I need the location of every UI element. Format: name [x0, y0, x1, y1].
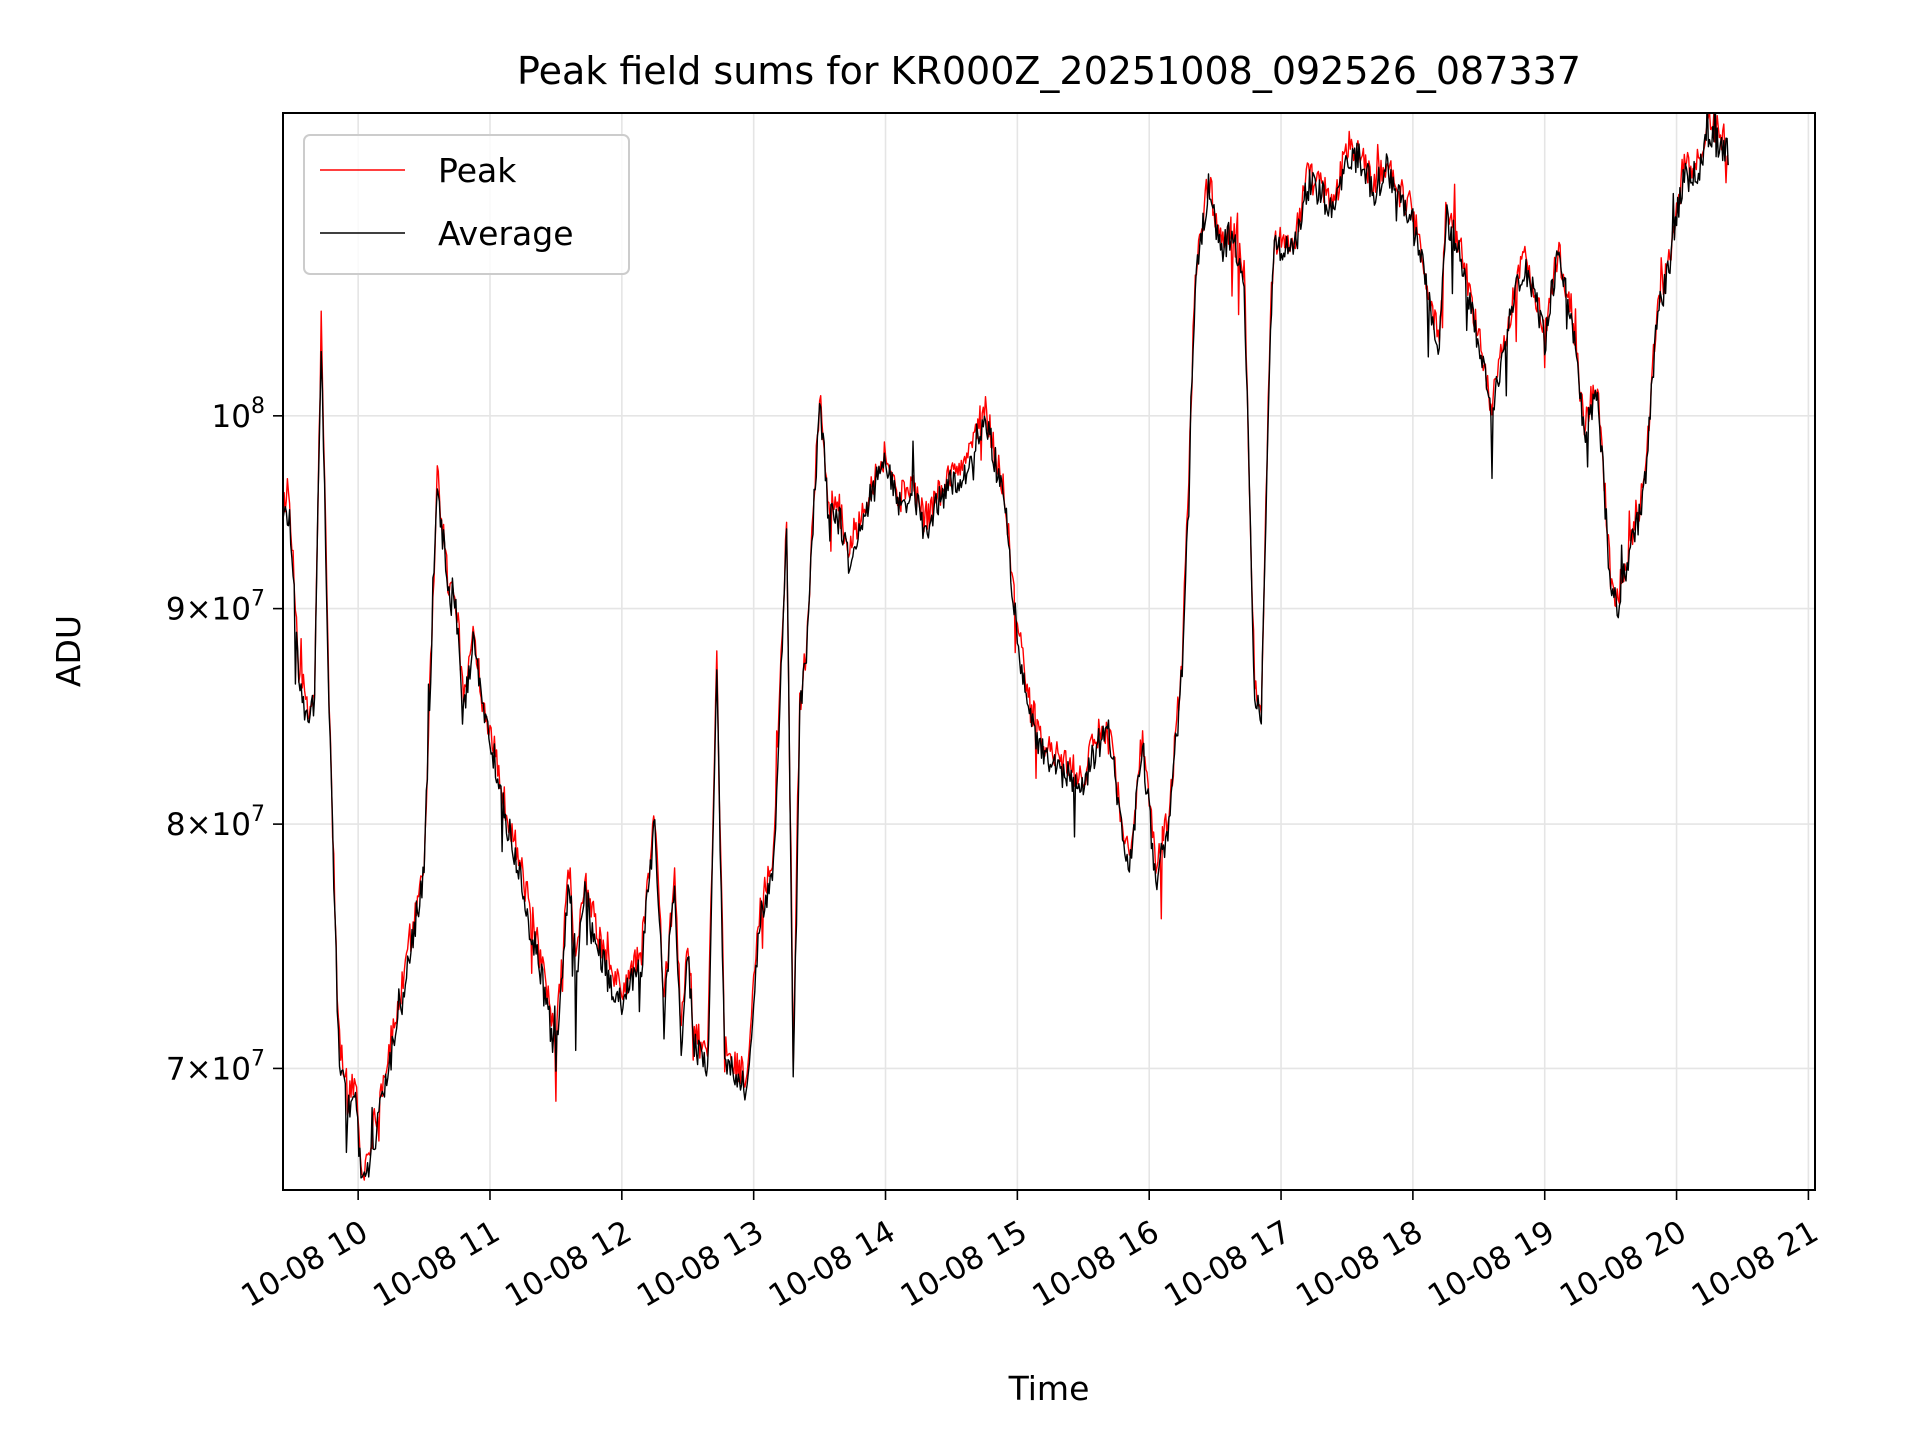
legend-label-peak: Peak	[438, 151, 517, 190]
y-gridlines	[283, 415, 1815, 1070]
legend: Peak Average	[303, 134, 630, 275]
series-line-average	[283, 113, 1729, 1179]
y-tick-label: 7×107	[166, 1046, 265, 1087]
y-tick-label: 8×107	[166, 802, 265, 843]
series-layer	[283, 113, 1729, 1181]
y-axis-label: ADU	[49, 615, 88, 687]
y-tick-label: 108	[212, 394, 265, 435]
plot-frame	[282, 112, 1816, 1191]
legend-label-average: Average	[438, 214, 574, 253]
x-axis-label: Time	[1008, 1369, 1090, 1408]
plot-area	[283, 113, 1815, 1190]
y-tick-label: 9×107	[166, 587, 265, 628]
chart-title: Peak field sums for KR000Z_20251008_0925…	[517, 49, 1581, 93]
y-axis-ticks: 7×107 8×107 9×107 108	[166, 394, 283, 1087]
